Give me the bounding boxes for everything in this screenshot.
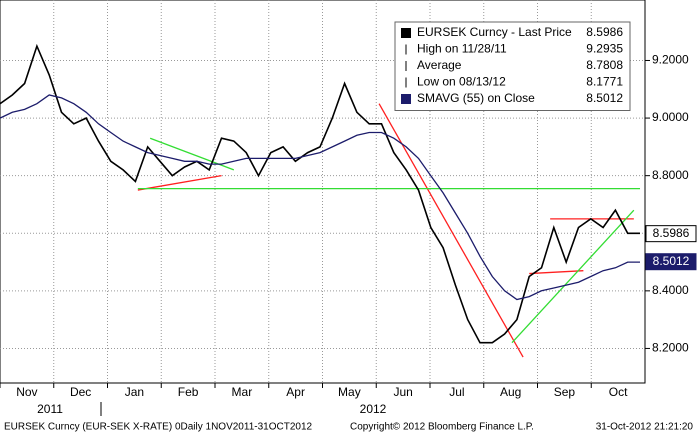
y-tick-label: 9.2000 [652,53,689,67]
x-tick-label: Sep [554,385,576,399]
legend-label: SMAVG (55) on Close [417,91,535,105]
x-tick-label: Feb [178,385,199,399]
x-tick-label: Apr [286,385,305,399]
trend-line [137,175,222,191]
year-label: 2012 [360,402,387,416]
legend-value: 8.5986 [586,25,623,39]
series-line [0,43,640,344]
y-tick-label: 8.4000 [652,283,689,297]
x-tick-label: Jul [449,385,464,399]
x-tick-label: Mar [232,385,253,399]
x-tick-label: Jun [393,385,412,399]
legend-label: Low on 08/13/12 [417,75,506,89]
legend-value: 8.5012 [586,91,623,105]
y-tick-label: 8.2000 [652,341,689,355]
legend-swatch [401,94,411,104]
trend-line [529,270,584,275]
legend-label: Average [417,58,462,72]
legend-label: EURSEK Curncy - Last Price [417,25,572,39]
x-tick-label: Jan [125,385,144,399]
series-line [0,94,640,301]
y-tick-label: 9.0000 [652,110,689,124]
footer-left: EURSEK Curncy (EUR-SEK X-RATE) 0Daily 1N… [4,422,313,433]
x-tick-label: Aug [500,385,521,399]
x-tick-label: Dec [70,385,91,399]
price-tag [645,253,697,271]
legend-box [394,21,631,111]
y-tick-label: 8.8000 [652,168,689,182]
x-tick-label: Oct [609,385,628,399]
trend-line [378,103,524,358]
price-tag-label: 8.5012 [653,254,690,268]
trend-line [511,209,635,344]
legend-value: 8.7808 [586,58,623,72]
footer-center: Copyright© 2012 Bloomberg Finance L.P. [350,422,534,433]
x-tick-label: May [338,385,361,399]
price-tag-label: 8.5986 [653,226,690,240]
footer-right: 31-Oct-2012 21:21:20 [596,422,694,433]
legend-swatch [401,28,411,38]
legend-label: High on 11/28/11 [417,42,507,56]
legend-value: 9.2935 [586,42,623,56]
year-label: 2011 [37,402,63,416]
legend-value: 8.1771 [586,75,623,89]
x-tick-label: Nov [16,385,37,399]
price-tag [645,225,697,243]
